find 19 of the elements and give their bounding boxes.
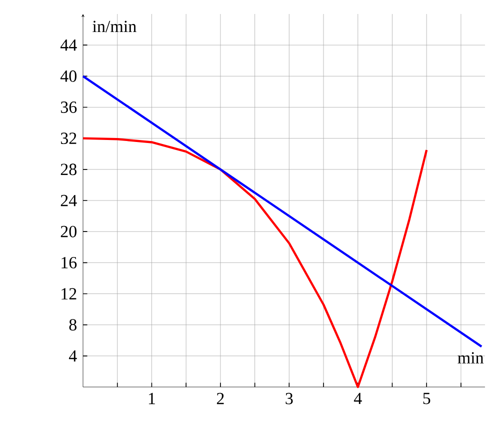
y-tick-label: 4 bbox=[68, 350, 77, 362]
y-tick-label: 8 bbox=[69, 319, 76, 331]
y-tick-label: 16 bbox=[62, 256, 77, 268]
y-axis-title: in/min bbox=[92, 20, 136, 32]
x-tick-label: 4 bbox=[354, 392, 362, 404]
y-tick-label: 32 bbox=[60, 132, 76, 144]
y-tick-label: 40 bbox=[60, 70, 76, 82]
x-tick-label: 1 bbox=[148, 392, 155, 404]
y-tick-label: 36 bbox=[60, 102, 77, 113]
x-axis-title: min bbox=[458, 352, 484, 364]
x-tick-label: 5 bbox=[423, 392, 430, 404]
x-tick-label: 2 bbox=[216, 392, 224, 404]
line-series bbox=[82, 137, 428, 388]
y-tick-label: 12 bbox=[62, 288, 76, 300]
y-tick-label: 28 bbox=[60, 164, 76, 176]
y-tick-label: 24 bbox=[60, 194, 77, 206]
y-tick-label: 44 bbox=[60, 39, 77, 51]
y-tick-label: 20 bbox=[60, 226, 76, 238]
x-tick-label: 3 bbox=[286, 392, 293, 404]
